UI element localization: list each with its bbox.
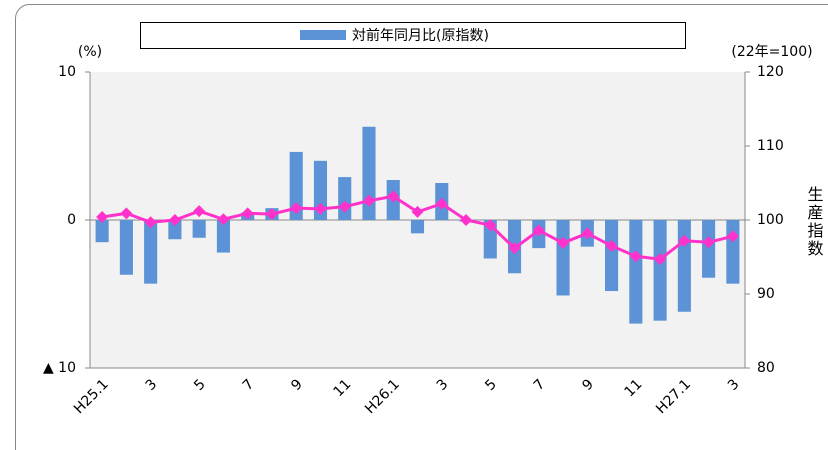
line-marker: [702, 236, 715, 249]
line-marker: [217, 213, 230, 226]
bar: [410, 220, 425, 234]
y2-tick-label: 80: [757, 360, 775, 376]
line-marker: [605, 239, 618, 252]
y2-tick-label: 120: [757, 64, 784, 80]
line-marker: [460, 214, 473, 226]
y-tick-label: ▲ 10: [43, 360, 76, 376]
bar: [362, 126, 376, 220]
bar: [677, 220, 691, 312]
bar: [653, 220, 667, 321]
line-marker: [120, 207, 133, 220]
line-marker: [96, 211, 109, 224]
line-marker: [678, 234, 691, 247]
line-marker: [726, 230, 739, 243]
line-marker: [484, 219, 497, 232]
legend-label: 対前年同月比(原指数): [352, 27, 489, 44]
y-tick-label: 10: [58, 64, 76, 80]
bar: [95, 220, 109, 243]
bar: [313, 160, 328, 220]
bar: [144, 220, 158, 284]
line-marker: [144, 216, 157, 229]
line-marker: [435, 197, 448, 210]
legend-box: [140, 22, 686, 49]
line-marker: [581, 227, 594, 240]
line-marker: [532, 224, 545, 237]
y2-tick-label: 90: [757, 286, 775, 302]
bar: [605, 220, 619, 292]
line-marker: [362, 194, 375, 207]
bar: [216, 220, 230, 253]
line-marker: [193, 205, 206, 218]
bar: [168, 220, 182, 240]
line-marker: [557, 236, 570, 249]
bar: [726, 220, 740, 284]
y2-tick-label: 100: [757, 212, 784, 228]
legend-swatch: [300, 30, 346, 40]
line-marker: [411, 205, 424, 218]
bar: [629, 220, 643, 324]
line-marker: [265, 208, 278, 221]
line-marker: [654, 253, 667, 266]
y-tick-label: 0: [67, 212, 76, 228]
bar: [192, 220, 206, 238]
bar: [119, 220, 133, 275]
line-marker: [508, 242, 521, 255]
line-marker: [168, 214, 181, 226]
line-marker: [629, 250, 642, 263]
bar: [338, 177, 352, 220]
y-axis-label: (%): [78, 44, 102, 60]
line-marker: [290, 202, 303, 215]
y2-tick-label: 110: [757, 138, 784, 154]
y2-axis-title: 生産指数: [805, 186, 824, 258]
bar: [702, 220, 716, 278]
line-marker: [241, 207, 254, 220]
y2-axis-label: (22年=100): [731, 44, 812, 60]
bar: [289, 151, 303, 220]
bar: [556, 220, 570, 296]
line-marker: [314, 202, 327, 215]
line-marker: [338, 200, 351, 213]
line-marker: [387, 190, 400, 203]
